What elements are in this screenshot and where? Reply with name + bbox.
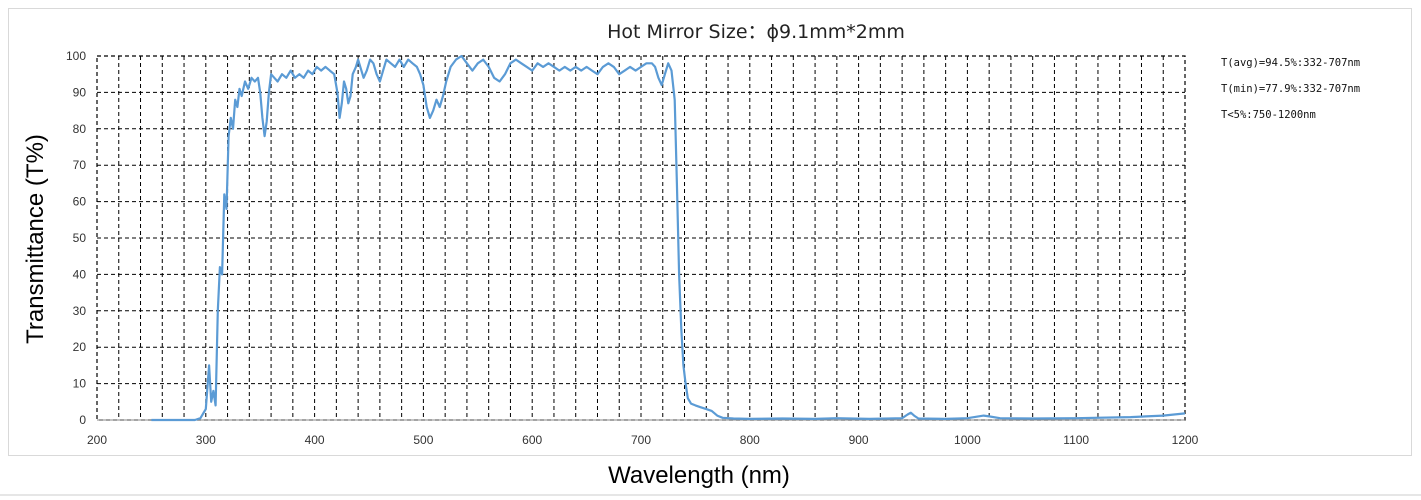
annotation-text: T<5%:750-1200nm — [1221, 109, 1316, 121]
x-tick-label: 700 — [631, 433, 651, 447]
x-tick-label: 200 — [87, 433, 107, 447]
y-tick-label: 30 — [73, 304, 87, 318]
chart-grid — [96, 55, 1186, 421]
chart-series — [151, 54, 1186, 422]
y-tick-label: 90 — [73, 85, 87, 99]
y-axis-label: Transmittance (T%) — [22, 134, 49, 344]
x-tick-label: 300 — [196, 433, 216, 447]
x-axis-label: Wavelength (nm) — [608, 462, 790, 489]
x-tick-label: 600 — [522, 433, 542, 447]
annotation-text: T(avg)=94.5%:332-707nm — [1221, 57, 1360, 69]
chart-title: Hot Mirror Size：ϕ9.1mm*2mm — [607, 21, 905, 43]
x-tick-label: 500 — [413, 433, 433, 447]
chart-axes: 200 300 400 500 600 700 800 900 1000 1100 1200 0 10 2… — [66, 49, 1199, 447]
chart-frame — [8, 8, 1412, 456]
x-tick-label: 900 — [849, 433, 869, 447]
x-tick-label: 1100 — [1063, 433, 1089, 447]
x-tick-label: 1000 — [954, 433, 981, 447]
y-tick-label: 10 — [73, 377, 87, 391]
chart-annotations: T(avg)=94.5%:332-707nm T(min)=77.9%:332-7… — [1221, 57, 1360, 121]
y-tick-label: 70 — [73, 158, 87, 172]
y-tick-label: 0 — [79, 413, 86, 427]
annotation-text: T(min)=77.9%:332-707nm — [1221, 83, 1360, 95]
x-tick-label: 400 — [305, 433, 325, 447]
transmittance-series-line — [151, 54, 1186, 422]
y-tick-label: 100 — [66, 49, 86, 63]
y-tick-label: 60 — [73, 195, 87, 209]
x-tick-label: 800 — [740, 433, 760, 447]
y-tick-label: 50 — [73, 231, 87, 245]
y-tick-label: 20 — [73, 340, 87, 354]
y-tick-label: 40 — [73, 267, 87, 281]
x-tick-label: 1200 — [1172, 433, 1199, 447]
bottom-divider — [0, 494, 1421, 496]
y-tick-label: 80 — [73, 122, 87, 136]
